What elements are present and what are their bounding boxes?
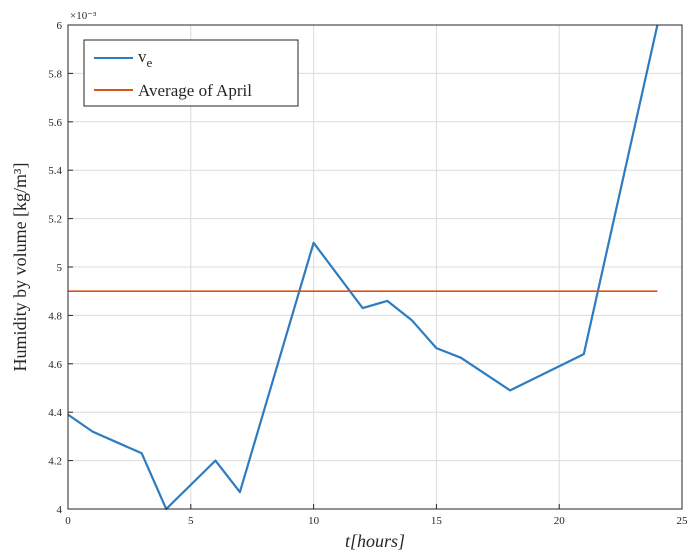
y-tick-label: 6	[57, 20, 63, 32]
x-tick-label: 20	[554, 515, 566, 527]
y-axis-exponent: ×10⁻³	[70, 10, 97, 22]
x-tick-label: 5	[188, 515, 194, 527]
y-tick-label: 4.4	[48, 407, 62, 419]
y-tick-label: 5.4	[48, 165, 62, 177]
x-tick-label: 15	[431, 515, 443, 527]
y-tick-label: 4.8	[48, 310, 62, 322]
legend-label-ve-subscript: e	[147, 55, 153, 70]
y-axis-label: Humidity by volume [kg/m³]	[10, 163, 30, 372]
series-lines	[67, 24, 659, 511]
y-tick-label: 4	[57, 504, 63, 516]
grid	[68, 25, 682, 509]
legend-box	[83, 39, 299, 107]
y-tick-label: 5	[57, 262, 63, 274]
y-tick-label: 4.2	[48, 456, 62, 468]
axis-ticks: 0 5 10 15 20 25 4 4.2 4.4 4.6 4.8 5 5.2 5.4 5.6 5.8 6	[48, 20, 688, 527]
x-tick-label: 25	[677, 515, 689, 527]
y-tick-label: 5.6	[48, 117, 62, 129]
legend: ve Average of April	[83, 39, 299, 107]
legend-label-ve: ve	[138, 47, 153, 70]
y-tick-label: 5.2	[48, 214, 62, 226]
legend-label-average-of-april: Average of April	[138, 81, 252, 100]
x-axis-label: t[hours]	[345, 531, 405, 551]
y-tick-label: 5.8	[48, 68, 62, 80]
y-tick-label: 4.6	[48, 359, 62, 371]
series-line-ve	[67, 24, 659, 511]
x-tick-label: 0	[65, 515, 71, 527]
legend-label-ve-base: v	[138, 47, 147, 66]
x-tick-label: 10	[308, 515, 320, 527]
